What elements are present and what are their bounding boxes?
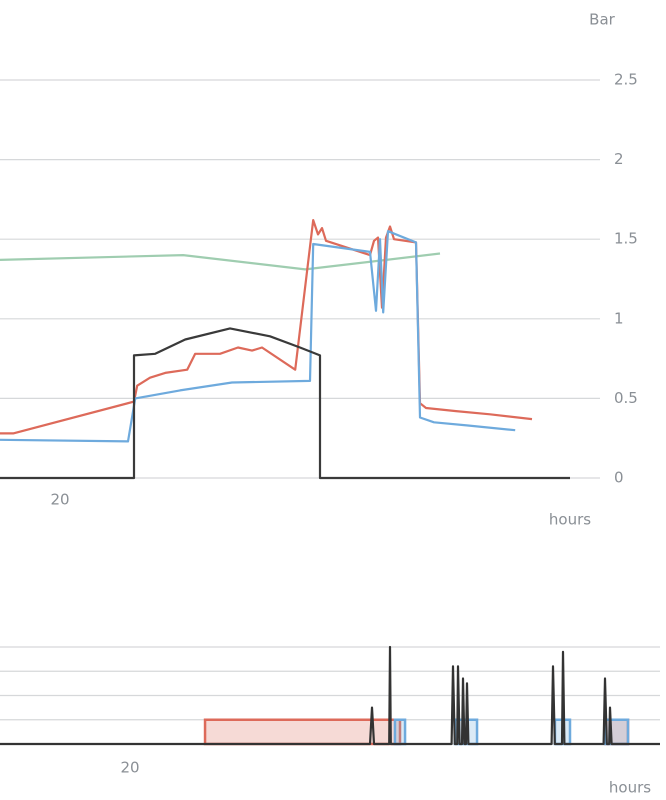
y-tick-label: 1 (614, 309, 624, 327)
span (393, 718, 407, 746)
y-tick-label: 0.5 (614, 389, 638, 407)
y-axis-label: Bar (589, 11, 615, 29)
series-line (0, 252, 441, 271)
series-line (0, 645, 660, 746)
span (203, 718, 402, 746)
x-tick-label: 20 (120, 759, 139, 777)
y-tick-label: 2.5 (614, 71, 638, 89)
x-axis-label: hours (549, 511, 591, 529)
y-tick-label: 2 (614, 150, 624, 168)
x-axis-label: hours (609, 779, 651, 797)
y-tick-label: 1.5 (614, 230, 638, 248)
series-line (0, 219, 533, 435)
series-line (0, 230, 516, 443)
y-tick-label: 0 (614, 469, 624, 487)
x-tick-label: 20 (50, 491, 69, 509)
series-line (0, 327, 570, 480)
